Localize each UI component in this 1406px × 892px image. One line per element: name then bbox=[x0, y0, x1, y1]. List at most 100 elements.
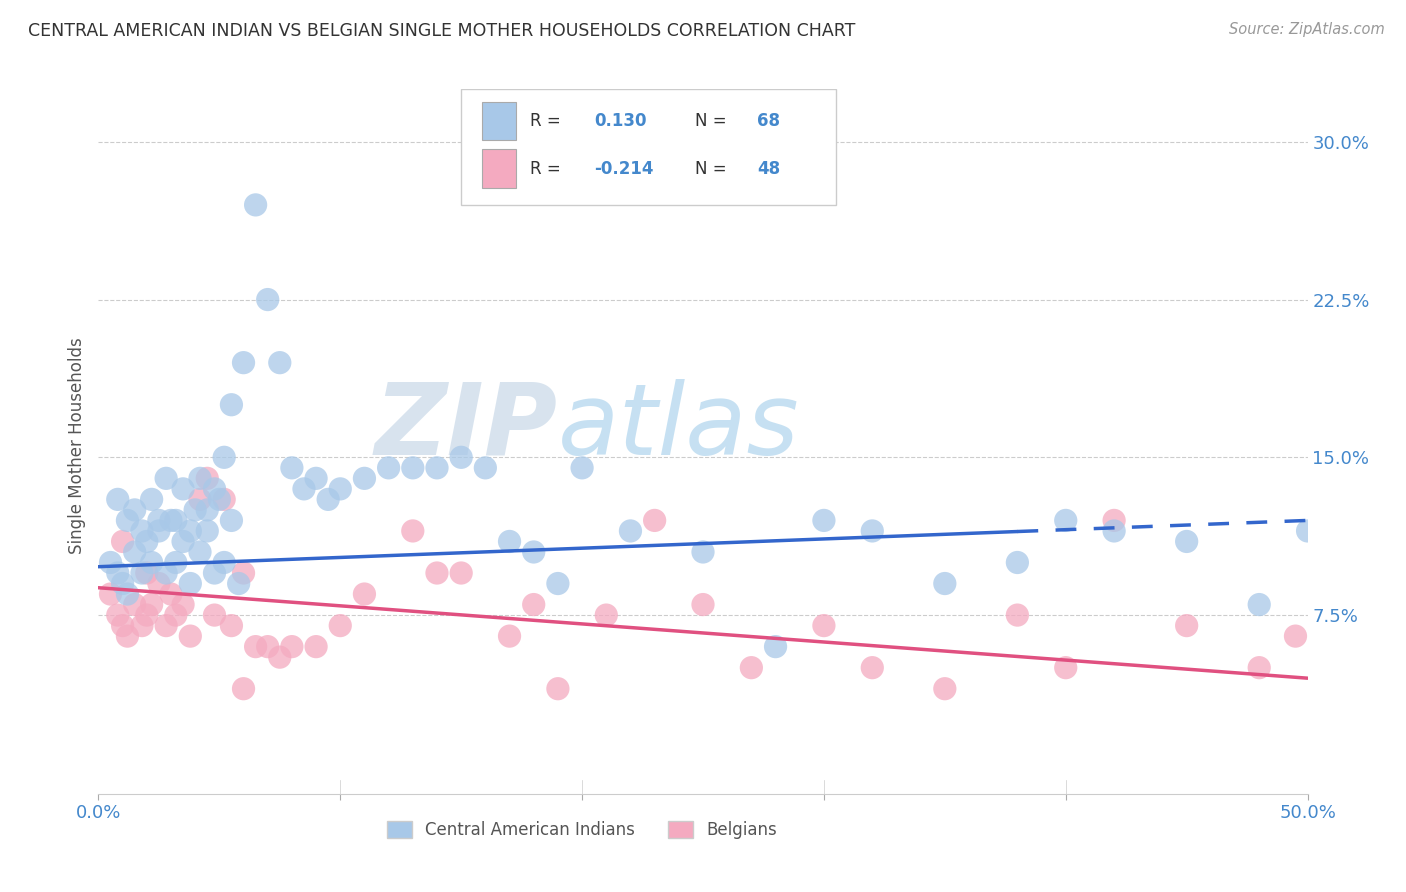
Point bbox=[1249, 661, 1271, 675]
Point bbox=[426, 566, 449, 580]
Point bbox=[135, 608, 157, 623]
Point bbox=[269, 356, 291, 370]
Point bbox=[141, 598, 163, 612]
Point bbox=[692, 598, 714, 612]
Point bbox=[184, 503, 207, 517]
Text: R =: R = bbox=[530, 160, 561, 178]
Point bbox=[256, 293, 278, 307]
Point bbox=[221, 398, 243, 412]
Point bbox=[860, 524, 883, 538]
Point bbox=[141, 492, 163, 507]
Text: 68: 68 bbox=[758, 112, 780, 130]
Point bbox=[644, 513, 666, 527]
Point bbox=[813, 513, 835, 527]
Point bbox=[148, 576, 170, 591]
Point bbox=[547, 681, 569, 696]
Text: N =: N = bbox=[695, 112, 725, 130]
Point bbox=[148, 513, 170, 527]
Point bbox=[692, 545, 714, 559]
Point bbox=[860, 661, 883, 675]
Point bbox=[269, 650, 291, 665]
Text: CENTRAL AMERICAN INDIAN VS BELGIAN SINGLE MOTHER HOUSEHOLDS CORRELATION CHART: CENTRAL AMERICAN INDIAN VS BELGIAN SINGL… bbox=[28, 22, 855, 40]
Point bbox=[221, 513, 243, 527]
FancyBboxPatch shape bbox=[482, 102, 516, 140]
Point bbox=[117, 513, 139, 527]
Point bbox=[402, 524, 425, 538]
Point bbox=[131, 524, 153, 538]
Point bbox=[155, 471, 177, 485]
Point bbox=[188, 471, 211, 485]
Point bbox=[305, 640, 328, 654]
Point bbox=[179, 576, 201, 591]
Point bbox=[474, 460, 496, 475]
Text: N =: N = bbox=[695, 160, 725, 178]
Point bbox=[305, 471, 328, 485]
Point bbox=[934, 576, 956, 591]
Point bbox=[221, 618, 243, 632]
Point bbox=[172, 482, 194, 496]
FancyBboxPatch shape bbox=[461, 89, 837, 205]
Point bbox=[204, 482, 226, 496]
Point bbox=[188, 492, 211, 507]
Point bbox=[111, 618, 134, 632]
Point bbox=[523, 598, 546, 612]
Text: Source: ZipAtlas.com: Source: ZipAtlas.com bbox=[1229, 22, 1385, 37]
Point bbox=[426, 460, 449, 475]
Point bbox=[179, 524, 201, 538]
Text: atlas: atlas bbox=[558, 379, 800, 476]
Point bbox=[316, 492, 339, 507]
Point bbox=[160, 587, 183, 601]
Point bbox=[1007, 608, 1029, 623]
Point bbox=[281, 640, 304, 654]
Point bbox=[619, 524, 641, 538]
Point bbox=[329, 618, 352, 632]
Point bbox=[212, 450, 235, 465]
Point bbox=[204, 608, 226, 623]
Legend: Central American Indians, Belgians: Central American Indians, Belgians bbox=[380, 814, 785, 846]
Point bbox=[353, 471, 375, 485]
Point bbox=[245, 198, 267, 212]
Point bbox=[100, 556, 122, 570]
Point bbox=[1054, 513, 1077, 527]
Point bbox=[353, 587, 375, 601]
Point bbox=[450, 566, 472, 580]
Point bbox=[1007, 556, 1029, 570]
Point bbox=[172, 534, 194, 549]
Text: -0.214: -0.214 bbox=[595, 160, 654, 178]
Point bbox=[165, 608, 187, 623]
Point bbox=[256, 640, 278, 654]
Point bbox=[131, 618, 153, 632]
Point bbox=[292, 482, 315, 496]
Point bbox=[571, 460, 593, 475]
Point bbox=[377, 460, 399, 475]
Point bbox=[595, 608, 617, 623]
Point bbox=[117, 629, 139, 643]
Point bbox=[135, 566, 157, 580]
Point bbox=[212, 556, 235, 570]
Point bbox=[402, 460, 425, 475]
Point bbox=[934, 681, 956, 696]
Point bbox=[179, 629, 201, 643]
Point bbox=[100, 587, 122, 601]
Point bbox=[245, 640, 267, 654]
Point bbox=[148, 524, 170, 538]
Point bbox=[195, 524, 218, 538]
Point bbox=[131, 566, 153, 580]
Point bbox=[329, 482, 352, 496]
Point bbox=[232, 566, 254, 580]
Point bbox=[117, 587, 139, 601]
Text: 48: 48 bbox=[758, 160, 780, 178]
Point bbox=[523, 545, 546, 559]
Point bbox=[740, 661, 762, 675]
Point bbox=[813, 618, 835, 632]
Point bbox=[1054, 661, 1077, 675]
Point bbox=[204, 566, 226, 580]
Point bbox=[160, 513, 183, 527]
Point bbox=[547, 576, 569, 591]
Point bbox=[1249, 598, 1271, 612]
Point bbox=[195, 503, 218, 517]
Point bbox=[498, 629, 520, 643]
Point bbox=[165, 556, 187, 570]
Point bbox=[232, 681, 254, 696]
Point bbox=[135, 534, 157, 549]
